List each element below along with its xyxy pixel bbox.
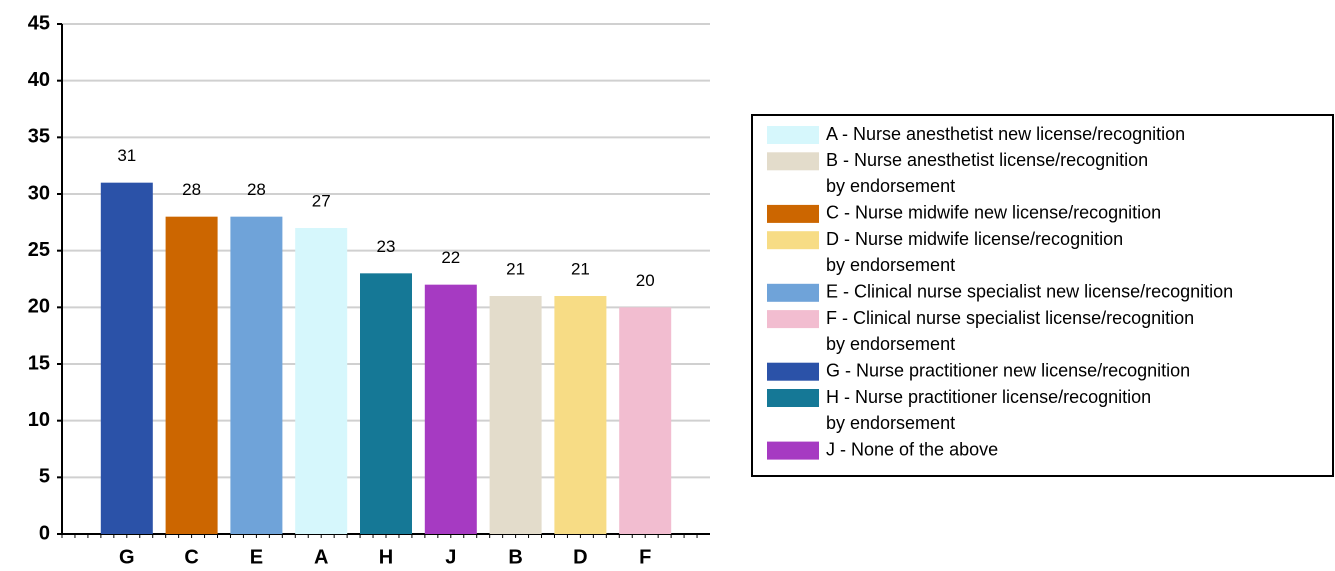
x-tick-label: F: [639, 546, 651, 566]
y-tick-label: 40: [28, 69, 50, 91]
legend-label: by endorsement: [826, 413, 955, 433]
y-tick-label: 25: [28, 239, 50, 261]
bar: [360, 273, 412, 534]
x-tick-label: G: [119, 546, 135, 566]
bar: [424, 284, 477, 534]
x-tick-label: D: [573, 546, 587, 566]
value-label: 28: [247, 180, 266, 199]
y-tick-label: 30: [28, 182, 50, 204]
y-tick-label: 45: [28, 12, 50, 34]
y-tick-label: 20: [28, 296, 50, 318]
legend-box: [751, 114, 1334, 477]
x-tick-label: A: [314, 546, 328, 566]
value-label: 28: [182, 180, 201, 199]
value-label: 27: [312, 191, 331, 210]
y-tick-label: 35: [28, 126, 50, 148]
value-label: 21: [506, 259, 525, 278]
y-tick-label: 10: [28, 409, 50, 431]
legend-label: E - Clinical nurse specialist new licens…: [826, 282, 1233, 302]
legend-label: B - Nurse anesthetist license/recognitio…: [826, 150, 1148, 170]
bar: [230, 216, 283, 534]
bar: [295, 228, 348, 534]
value-label: 23: [377, 237, 396, 256]
legend-label: H - Nurse practitioner license/recogniti…: [826, 387, 1151, 407]
y-tick-label: 15: [28, 352, 50, 374]
value-label: 31: [117, 146, 136, 165]
legend-label: C - Nurse midwife new license/recognitio…: [826, 203, 1161, 223]
legend-swatch: [767, 152, 819, 171]
legend-label: G - Nurse practitioner new license/recog…: [826, 360, 1190, 380]
bar: [619, 307, 672, 534]
legend-label: D - Nurse midwife license/recognition: [826, 229, 1123, 249]
value-label: 21: [571, 259, 590, 278]
value-label: 20: [636, 271, 655, 290]
bar: [100, 182, 153, 534]
bar: [489, 296, 542, 534]
legend-label: A - Nurse anesthetist new license/recogn…: [826, 124, 1185, 144]
bar: [554, 296, 607, 534]
legend-label: F - Clinical nurse specialist license/re…: [826, 308, 1194, 328]
bar: [165, 216, 218, 534]
legend-swatch: [767, 441, 819, 460]
legend-swatch: [767, 283, 819, 302]
value-label: 22: [441, 248, 460, 267]
y-tick-label: 0: [39, 522, 50, 544]
legend-label: by endorsement: [826, 255, 955, 275]
x-tick-label: J: [445, 546, 456, 566]
legend-label: by endorsement: [826, 334, 955, 354]
legend-swatch: [767, 126, 819, 144]
legend-label: by endorsement: [826, 176, 955, 196]
x-tick-label: H: [379, 546, 393, 566]
x-tick-label: C: [184, 546, 198, 566]
legend-swatch: [767, 204, 819, 223]
legend-swatch: [767, 362, 819, 381]
x-tick-label: E: [250, 546, 263, 566]
legend-swatch: [767, 231, 819, 250]
legend-swatch: [767, 389, 819, 407]
legend-label: J - None of the above: [826, 439, 998, 459]
y-tick-label: 5: [39, 466, 50, 488]
x-tick-label: B: [508, 546, 522, 566]
legend-swatch: [767, 310, 819, 329]
